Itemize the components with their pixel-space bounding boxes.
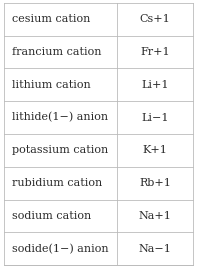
Text: Na−1: Na−1 <box>139 244 172 254</box>
Bar <box>4 101 193 134</box>
Text: Fr+1: Fr+1 <box>140 47 170 57</box>
Text: rubidium cation: rubidium cation <box>12 178 102 188</box>
Bar <box>4 167 193 200</box>
Text: sodide(1−) anion: sodide(1−) anion <box>12 244 108 254</box>
Text: francium cation: francium cation <box>12 47 101 57</box>
Bar <box>4 3 193 36</box>
Text: sodium cation: sodium cation <box>12 211 91 221</box>
Text: lithide(1−) anion: lithide(1−) anion <box>12 113 108 123</box>
Bar <box>4 134 193 167</box>
Text: Li−1: Li−1 <box>141 113 169 122</box>
Text: cesium cation: cesium cation <box>12 14 90 24</box>
Text: potassium cation: potassium cation <box>12 146 108 155</box>
Text: Na+1: Na+1 <box>139 211 172 221</box>
Text: Cs+1: Cs+1 <box>140 14 171 24</box>
Bar <box>4 232 193 265</box>
Text: Rb+1: Rb+1 <box>139 178 171 188</box>
Bar <box>4 68 193 101</box>
Bar <box>4 200 193 232</box>
Bar <box>4 36 193 68</box>
Text: Li+1: Li+1 <box>141 80 169 90</box>
Text: K+1: K+1 <box>143 146 168 155</box>
Text: lithium cation: lithium cation <box>12 80 91 90</box>
